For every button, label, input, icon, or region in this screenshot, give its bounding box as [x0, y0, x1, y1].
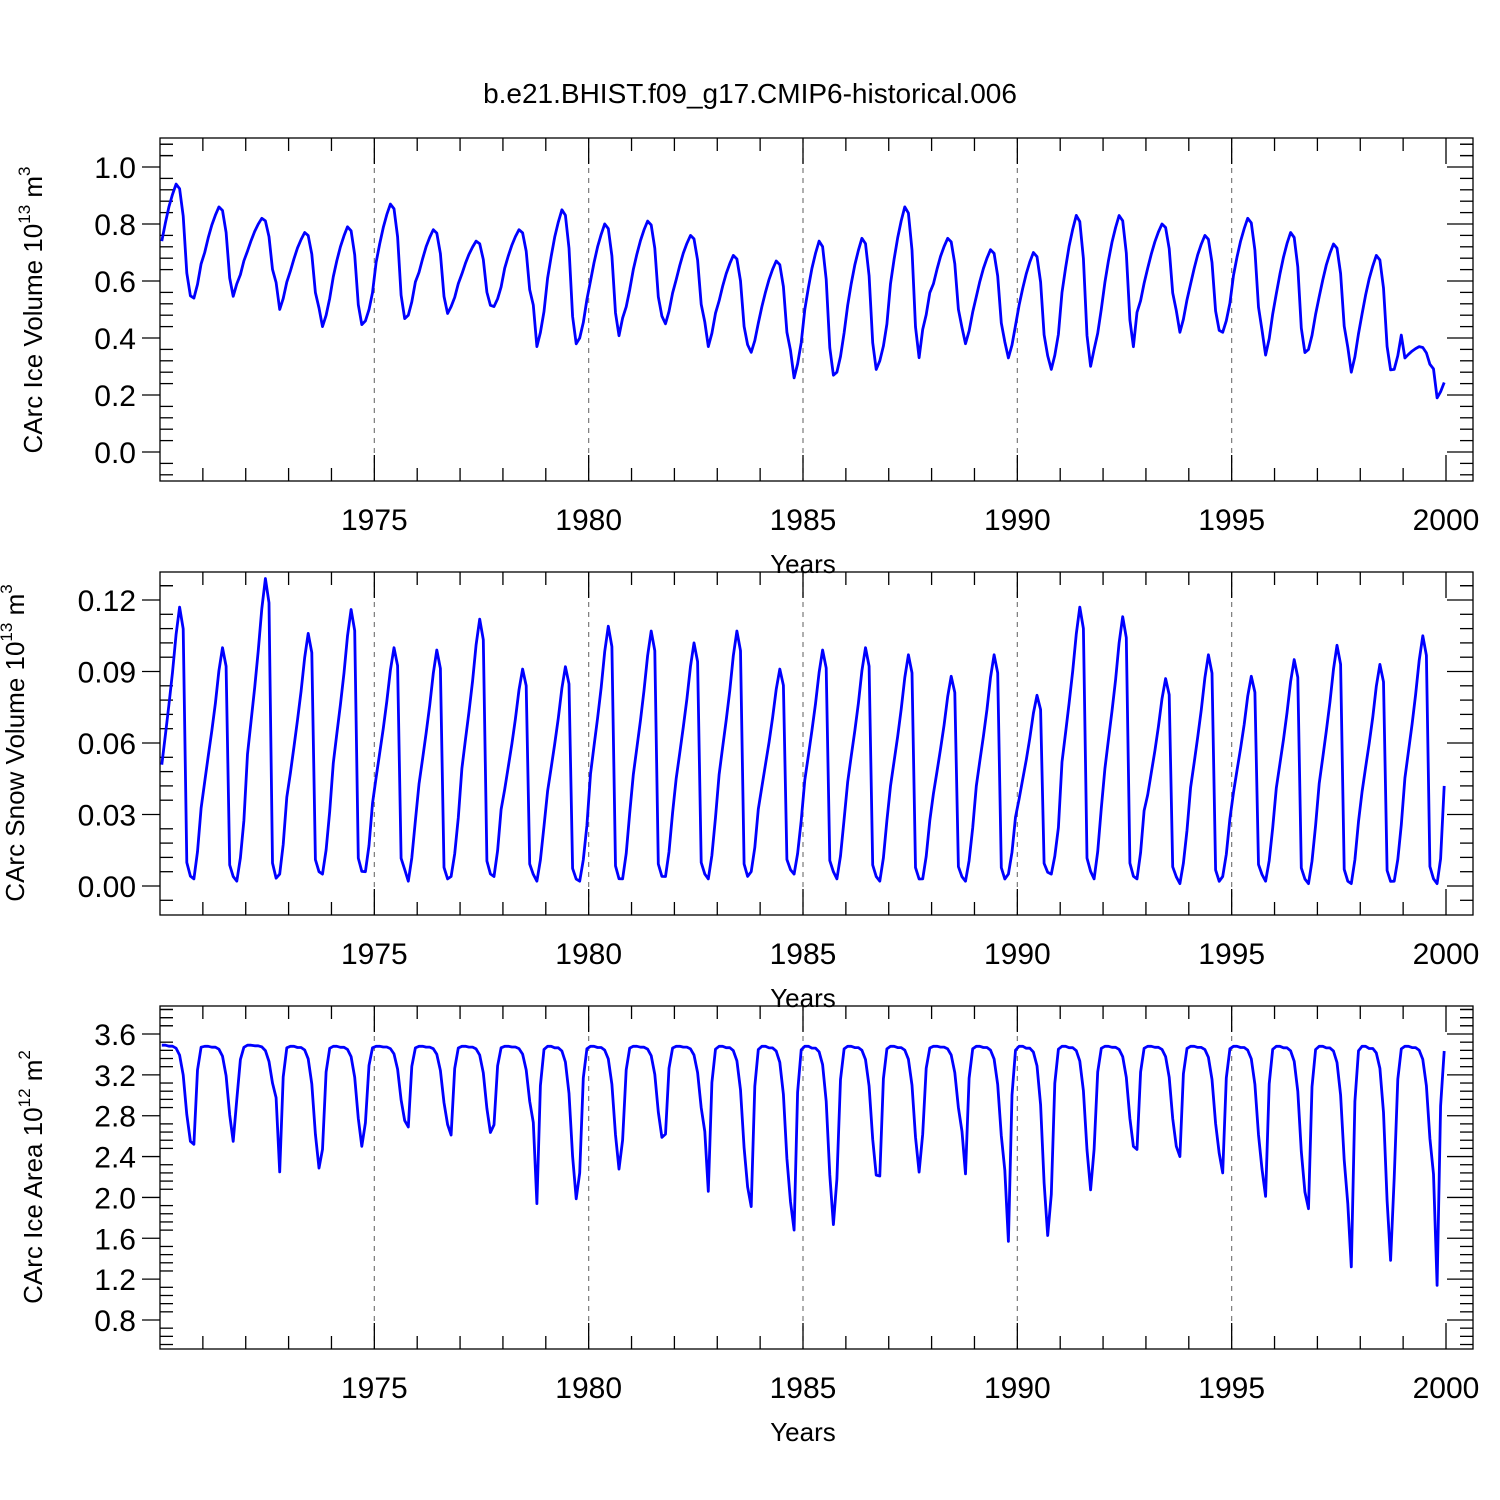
- x-axis-title: Years: [770, 1417, 836, 1447]
- panel-snow-volume: CArc Snow Volume 1013 m3 Years 197519801…: [0, 571, 1480, 1013]
- x-tick-label: 1985: [770, 938, 837, 971]
- x-tick-label: 1980: [555, 504, 622, 537]
- series-line-carc-snow-volume: [160, 577, 1446, 885]
- y-tick-label: 1.6: [94, 1223, 136, 1256]
- series-line-carc-ice-volume: [160, 182, 1446, 400]
- y-tick-label: 3.2: [94, 1060, 136, 1093]
- y-axis-title: CArc Snow Volume 1013 m3: [0, 584, 30, 901]
- x-tick-label: 1980: [555, 938, 622, 971]
- plot-frame: [159, 137, 1474, 482]
- y-tick-label: 0.00: [78, 871, 136, 904]
- y-tick-label: 0.0: [94, 437, 136, 470]
- y-tick-label: 0.8: [94, 1305, 136, 1338]
- x-tick-label: 1995: [1198, 504, 1265, 537]
- x-tick-label: 1975: [341, 938, 408, 971]
- x-tick-label: 1975: [341, 504, 408, 537]
- x-tick-label: 1990: [984, 938, 1051, 971]
- x-tick-label: 1995: [1198, 938, 1265, 971]
- y-tick-label: 0.4: [94, 323, 136, 356]
- x-tick-label: 2000: [1413, 1372, 1480, 1405]
- x-tick-label: 1975: [341, 1372, 408, 1405]
- x-tick-label: 1990: [984, 1372, 1051, 1405]
- y-tick-label: 0.03: [78, 800, 136, 833]
- y-tick-label: 2.0: [94, 1182, 136, 1215]
- x-tick-label: 2000: [1413, 504, 1480, 537]
- y-tick-label: 3.6: [94, 1019, 136, 1052]
- y-tick-label: 2.4: [94, 1142, 136, 1175]
- y-tick-label: 1.0: [94, 152, 136, 185]
- x-tick-label: 1985: [770, 504, 837, 537]
- y-axis-title: CArc Ice Volume 1013 m3: [15, 166, 48, 453]
- figure-title: b.e21.BHIST.f09_g17.CMIP6-historical.006: [483, 78, 1017, 109]
- y-tick-label: 1.2: [94, 1264, 136, 1297]
- x-tick-label: 1985: [770, 1372, 837, 1405]
- plot-frame: [159, 1005, 1474, 1350]
- y-tick-label: 0.8: [94, 209, 136, 242]
- x-tick-label: 1980: [555, 1372, 622, 1405]
- y-tick-label: 0.06: [78, 728, 136, 761]
- y-tick-label: 0.12: [78, 585, 136, 618]
- y-tick-label: 0.09: [78, 657, 136, 690]
- x-tick-label: 1990: [984, 504, 1051, 537]
- x-tick-label: 2000: [1413, 938, 1480, 971]
- y-tick-label: 0.2: [94, 380, 136, 413]
- y-tick-label: 0.6: [94, 266, 136, 299]
- panel-ice-area: CArc Ice Area 1012 m2 Years 1975 1980 1985…: [15, 1005, 1480, 1447]
- y-tick-label: 2.8: [94, 1101, 136, 1134]
- x-tick-label: 1995: [1198, 1372, 1265, 1405]
- panel-ice-volume: CArc Ice Volume 1013 m3 Years 1975 1980 19…: [15, 137, 1480, 579]
- series-line-carc-ice-area: [161, 1043, 1446, 1287]
- y-axis-title: CArc Ice Area 1012 m2: [15, 1050, 48, 1304]
